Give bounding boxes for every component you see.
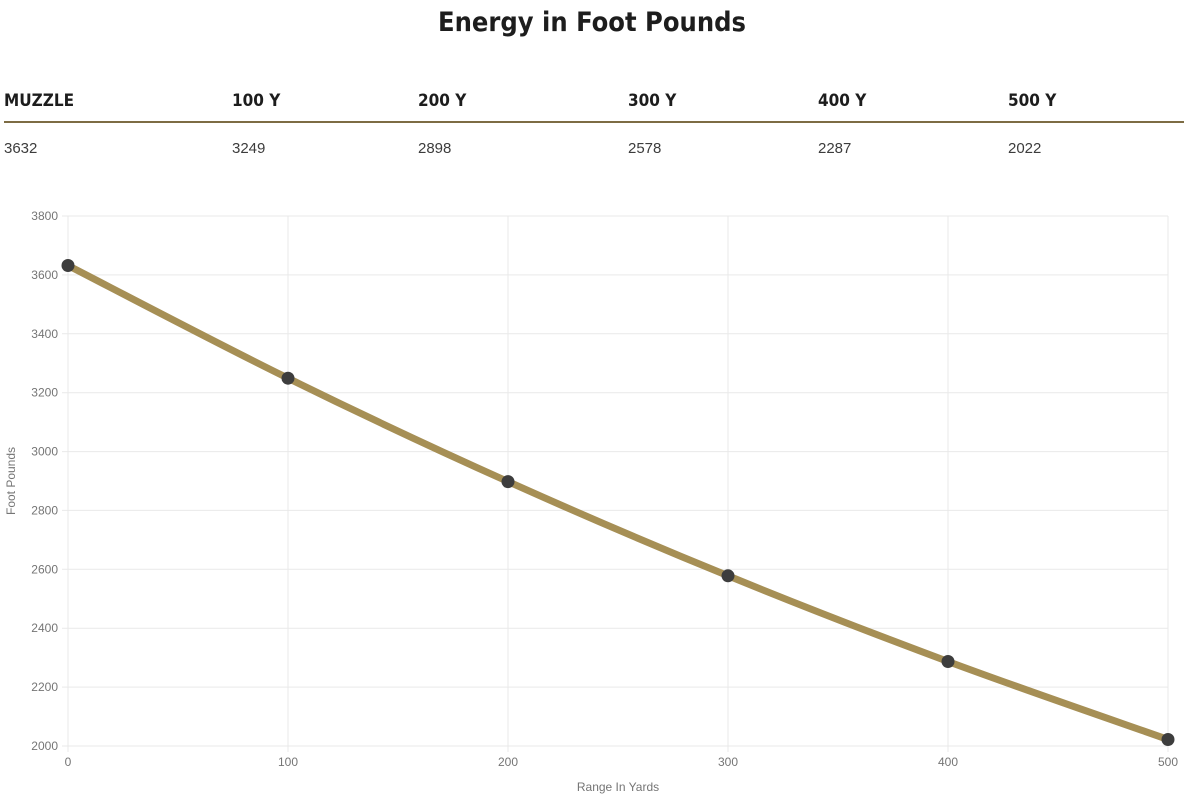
table-header-cell: 200 Y [418,91,467,111]
table-value-row: 3632 3249 2898 2578 2287 2022 [4,123,1184,158]
y-tick-label: 2400 [31,621,58,635]
y-tick-label: 3000 [31,445,58,459]
data-point[interactable] [281,371,295,385]
table-header-cell: MUZZLE [4,91,75,111]
y-tick-label: 3800 [31,209,58,223]
y-axis-title: Foot Pounds [4,447,18,515]
data-point[interactable] [1161,733,1175,746]
chart-svg: 2000220024002600280030003200340036003800… [4,209,1178,794]
data-point[interactable] [501,475,515,489]
x-tick-label: 500 [1158,755,1178,769]
y-tick-label: 2200 [31,680,58,694]
table-value-cell: 3249 [232,140,266,157]
table-value-cell: 3632 [4,140,38,157]
page-title: Energy in Foot Pounds [438,7,746,38]
table-header-cell: 300 Y [628,91,677,111]
x-tick-label: 300 [718,755,738,769]
x-tick-label: 400 [938,755,958,769]
y-tick-label: 3400 [31,327,58,341]
energy-series-line [64,262,1172,743]
table-header-cell: 500 Y [1008,91,1057,111]
table-value-cell: 2022 [1008,140,1042,157]
table-header-cell: 400 Y [818,91,867,111]
x-tick-label: 200 [498,755,518,769]
data-point[interactable] [721,569,735,583]
x-tick-label: 0 [65,755,72,769]
energy-stats-table: MUZZLE 100 Y 200 Y 300 Y 400 Y 500 Y 3632 3249… [0,92,1184,158]
y-tick-label: 2600 [31,562,58,576]
y-tick-label: 3200 [31,386,58,400]
y-tick-label: 2800 [31,503,58,517]
x-axis-title: Range In Yards [577,780,659,794]
energy-line-chart: 2000 2200 2400 2600 2800 3000 3200 3400 3600 3800… [0,196,1184,811]
table-value-cell: 2287 [818,140,852,157]
y-tick-label: 3600 [31,268,58,282]
table-value-cell: 2578 [628,140,662,157]
data-point[interactable] [61,259,75,272]
y-tick-label: 2000 [31,739,58,753]
table-header-row: MUZZLE 100 Y 200 Y 300 Y 400 Y 500 Y [4,92,1184,123]
x-tick-label: 100 [278,755,298,769]
table-header-cell: 100 Y [232,91,281,111]
table-value-cell: 2898 [418,140,452,157]
data-point[interactable] [941,655,955,668]
